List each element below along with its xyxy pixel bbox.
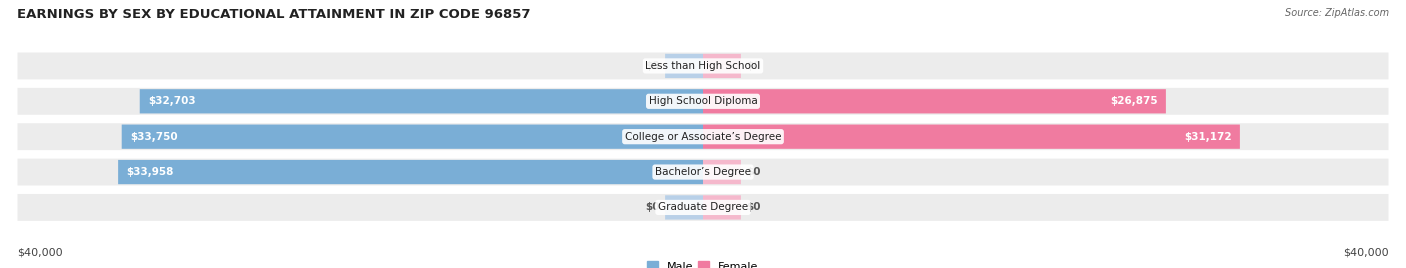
Text: $0: $0 [645,202,659,213]
FancyBboxPatch shape [118,160,703,184]
FancyBboxPatch shape [17,88,1389,115]
Text: $40,000: $40,000 [1344,247,1389,257]
Text: $31,172: $31,172 [1184,132,1232,142]
Text: $26,875: $26,875 [1109,96,1157,106]
FancyBboxPatch shape [703,160,741,184]
FancyBboxPatch shape [17,123,1389,150]
FancyBboxPatch shape [665,54,703,78]
Text: EARNINGS BY SEX BY EDUCATIONAL ATTAINMENT IN ZIP CODE 96857: EARNINGS BY SEX BY EDUCATIONAL ATTAINMEN… [17,8,530,21]
FancyBboxPatch shape [703,54,741,78]
Text: Bachelor’s Degree: Bachelor’s Degree [655,167,751,177]
FancyBboxPatch shape [17,159,1389,185]
Legend: Male, Female: Male, Female [643,257,763,268]
FancyBboxPatch shape [17,53,1389,79]
FancyBboxPatch shape [665,195,703,219]
Text: $32,703: $32,703 [148,96,195,106]
Text: Graduate Degree: Graduate Degree [658,202,748,213]
FancyBboxPatch shape [703,89,1166,113]
Text: $0: $0 [747,61,761,71]
FancyBboxPatch shape [703,125,1240,149]
Text: Source: ZipAtlas.com: Source: ZipAtlas.com [1285,8,1389,18]
Text: Less than High School: Less than High School [645,61,761,71]
FancyBboxPatch shape [17,194,1389,221]
Text: $33,750: $33,750 [129,132,177,142]
Text: $33,958: $33,958 [127,167,174,177]
Text: $0: $0 [645,61,659,71]
Text: High School Diploma: High School Diploma [648,96,758,106]
Text: $0: $0 [747,202,761,213]
FancyBboxPatch shape [122,125,703,149]
Text: $0: $0 [747,167,761,177]
Text: College or Associate’s Degree: College or Associate’s Degree [624,132,782,142]
FancyBboxPatch shape [703,195,741,219]
Text: $40,000: $40,000 [17,247,62,257]
FancyBboxPatch shape [139,89,703,113]
